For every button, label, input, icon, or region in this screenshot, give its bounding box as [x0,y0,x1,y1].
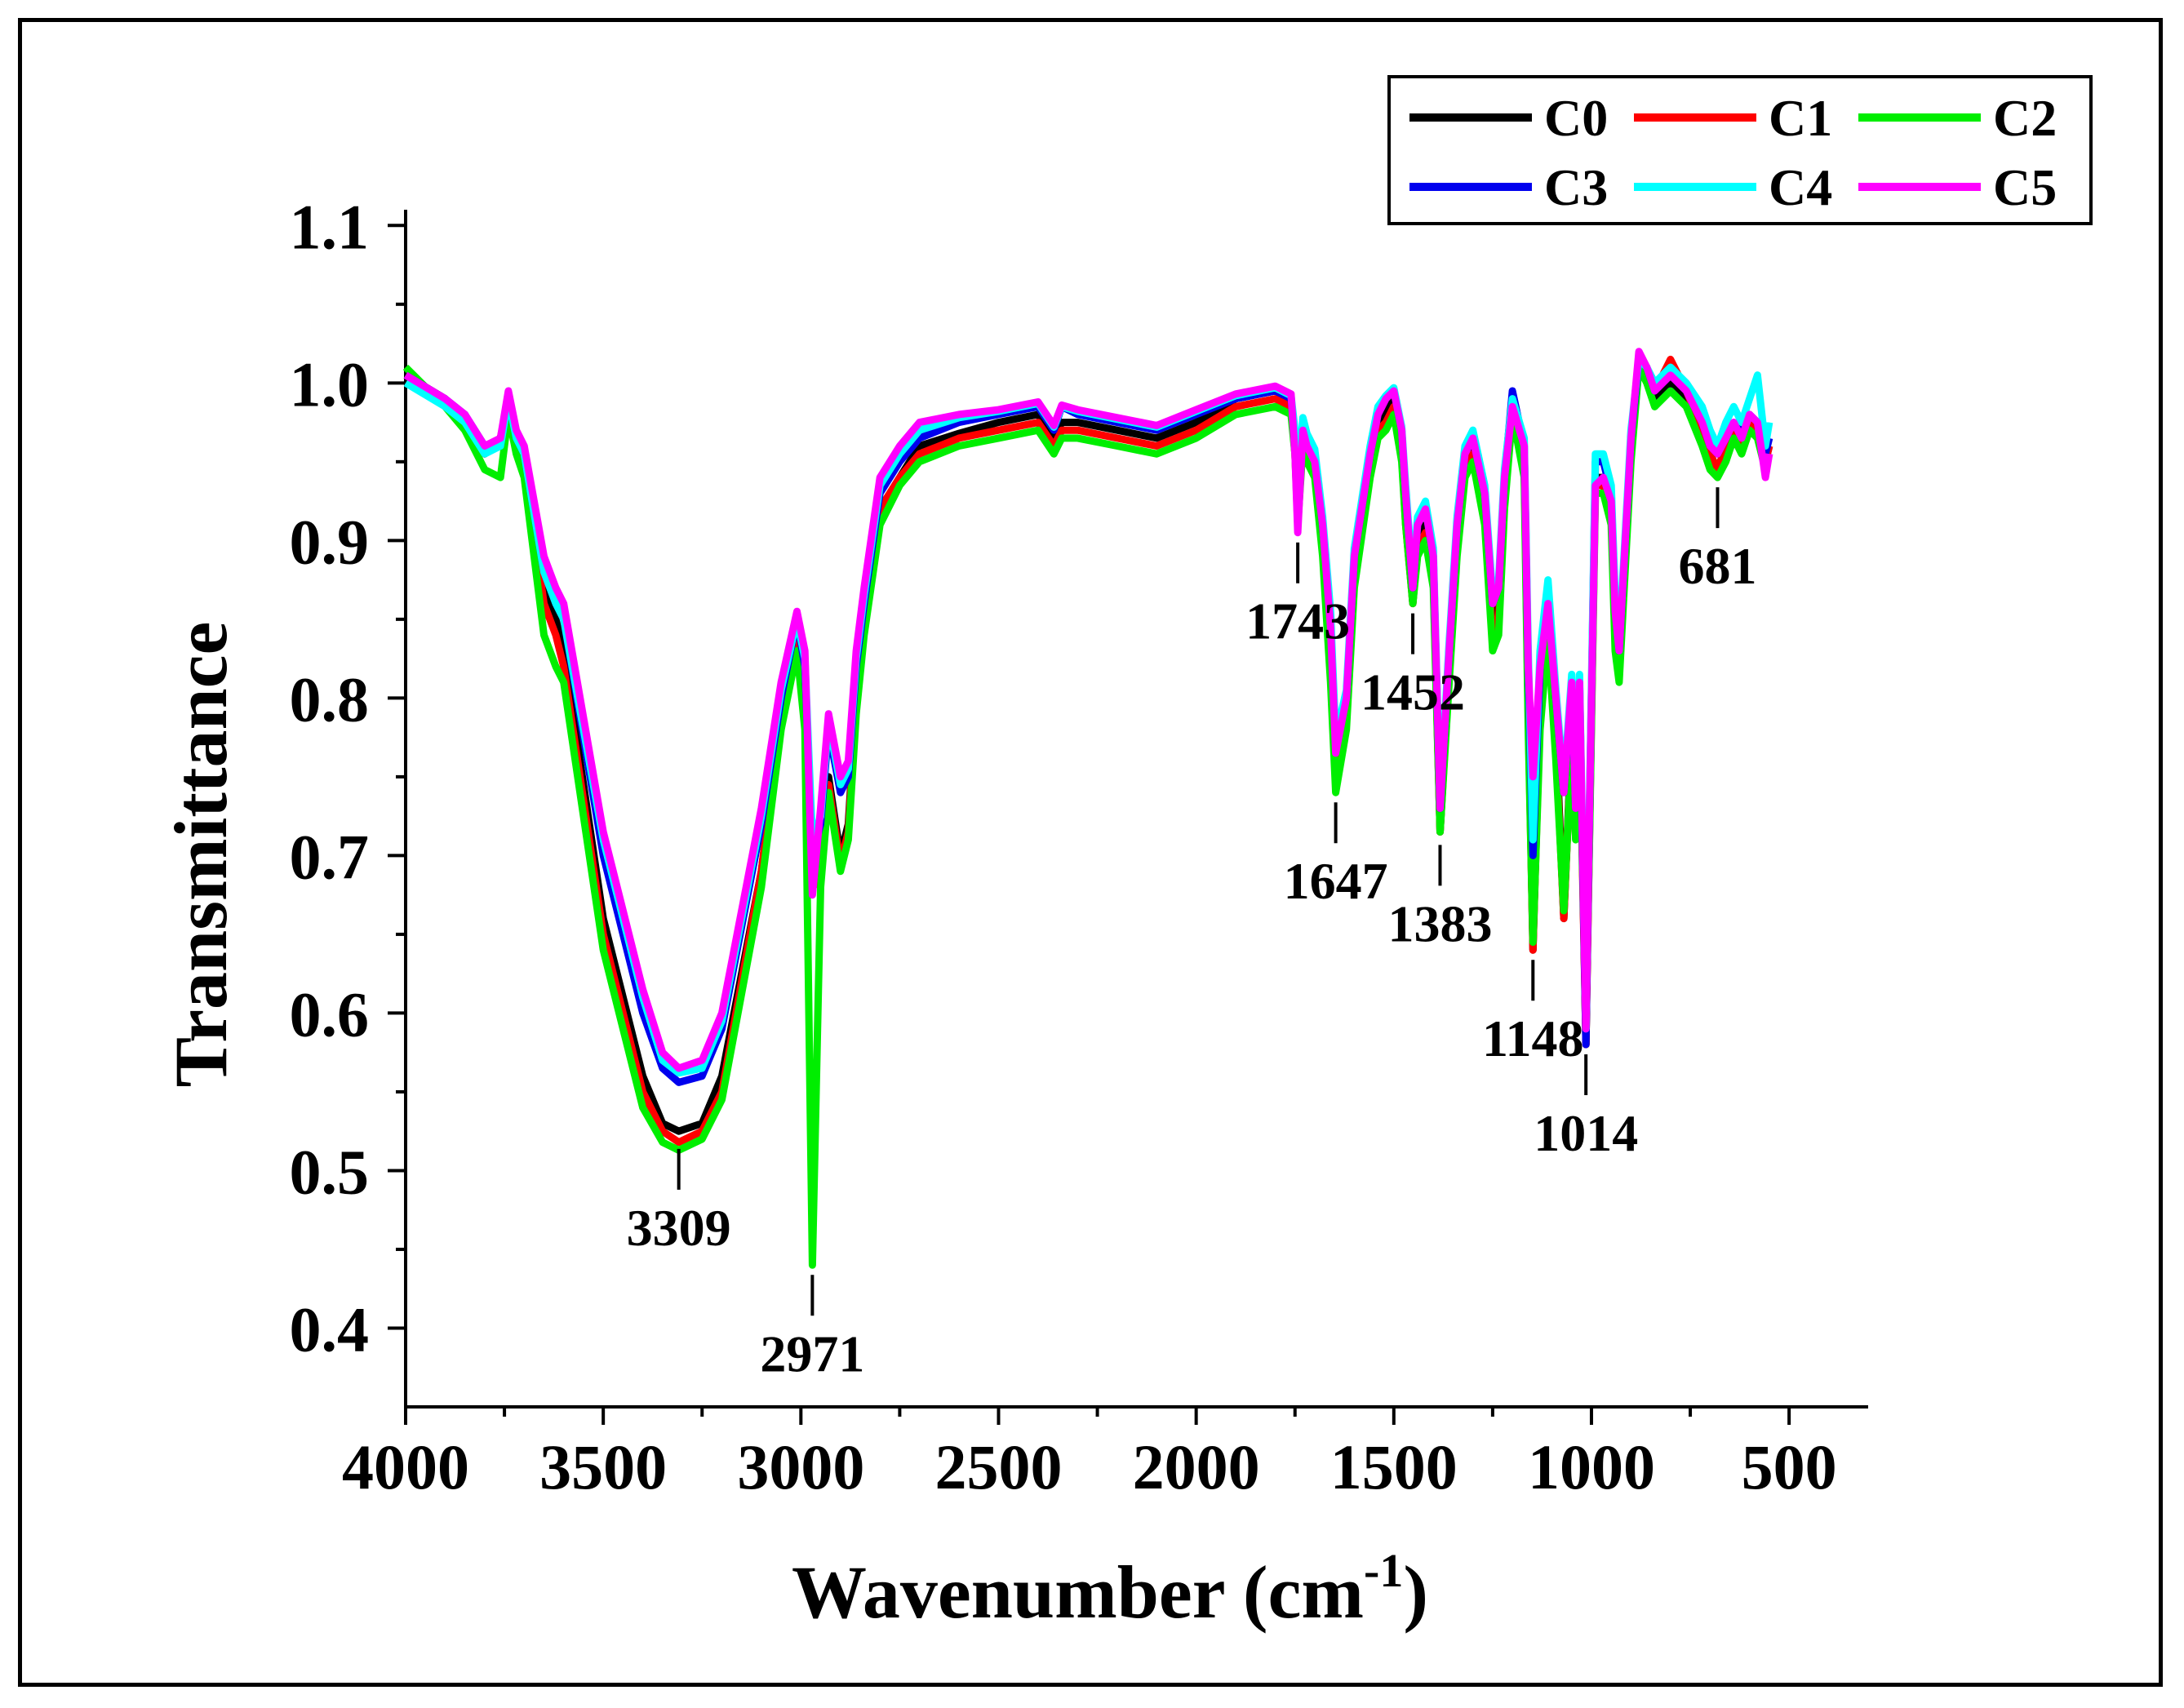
legend-label-c1: C1 [1769,89,1832,147]
x-tick-label: 1500 [1330,1431,1458,1502]
legend-box [1387,75,2093,225]
axes: 4000 3500 3000 2500 2000 1500 1000 500 0.4 0.5 0.6… [290,191,1868,1502]
x-axis-label-main: Wavenumber (cm [792,1551,1364,1634]
y-axis-label: Transmittance [159,622,242,1088]
x-axis-label-superscript: -1 [1364,1544,1403,1597]
series-line-c5 [403,348,1773,1072]
y-tick-label: 1.1 [290,191,370,262]
legend: C0 C1 C2 C3 C4 C5 [1387,75,2093,225]
peak-label-1383: 1383 [1387,894,1492,952]
peak-label-3309: 3309 [627,1199,731,1257]
legend-label-c2: C2 [1993,89,2057,147]
figure-frame: 4000 3500 3000 2500 2000 1500 1000 500 0.4 0.5 0.6… [18,18,2163,1687]
peak-label-1148: 1148 [1482,1009,1583,1067]
ftir-chart: 4000 3500 3000 2500 2000 1500 1000 500 0.4 0.5 0.6… [159,75,2093,1634]
peak-label-681: 681 [1678,537,1756,595]
legend-label-c3: C3 [1544,158,1608,216]
y-tick-label: 0.6 [290,978,370,1049]
x-tick-label: 3000 [737,1431,864,1502]
legend-label-c5: C5 [1993,158,2057,216]
y-tick-label: 0.9 [290,506,370,577]
y-tick-label: 0.7 [290,821,370,892]
peak-annotations: 3309 2971 1743 1647 1452 1383 1148 1014 681 [627,487,1756,1382]
y-tick-label: 1.0 [290,348,370,419]
y-tick-label: 0.5 [290,1136,370,1207]
peak-label-2971: 2971 [760,1324,864,1382]
x-tick-label: 2000 [1133,1431,1260,1502]
x-tick-label: 3500 [539,1431,667,1502]
peak-label-1014: 1014 [1534,1104,1638,1162]
x-axis-label: Wavenumber (cm-1) [792,1544,1428,1634]
legend-label-c4: C4 [1769,158,1832,216]
peak-label-1743: 1743 [1245,592,1350,650]
x-tick-label: 1000 [1528,1431,1655,1502]
x-tick-label: 4000 [342,1431,469,1502]
x-tick-label: 500 [1742,1431,1837,1502]
peak-label-1647: 1647 [1284,852,1388,910]
y-tick-label: 0.8 [290,663,370,734]
peak-label-1452: 1452 [1361,663,1465,721]
x-tick-label: 2500 [934,1431,1062,1502]
legend-label-c0: C0 [1544,89,1608,147]
y-tick-label: 0.4 [290,1293,370,1364]
x-axis-label-close: ) [1403,1551,1428,1634]
series-layer [402,348,1773,1269]
